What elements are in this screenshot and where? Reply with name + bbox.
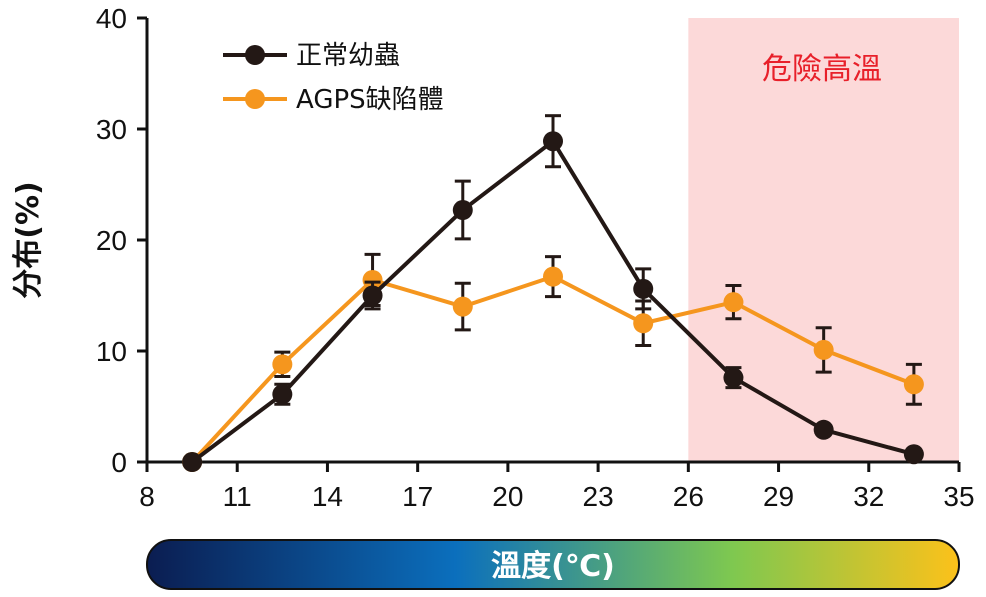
x-tick-label: 17 <box>402 481 433 512</box>
data-point <box>452 296 473 317</box>
y-axis-title: 分布(%) <box>11 181 46 298</box>
x-tick-label: 8 <box>139 481 155 512</box>
series <box>182 114 924 472</box>
data-point <box>903 374 924 395</box>
x-tick-label: 26 <box>673 481 704 512</box>
y-tick-label: 30 <box>96 114 127 145</box>
legend: 正常幼蟲 AGPS缺陷體 <box>223 41 444 115</box>
data-point <box>903 444 924 465</box>
x-tick-label: 20 <box>492 481 523 512</box>
data-point <box>272 354 293 375</box>
x-tick-label: 14 <box>312 481 343 512</box>
x-tick-label: 29 <box>763 481 794 512</box>
data-point <box>723 292 744 313</box>
data-point <box>362 285 383 306</box>
series-0 <box>182 114 924 472</box>
x-tick-label: 11 <box>223 481 252 512</box>
data-point <box>633 313 654 334</box>
legend-label: AGPS缺陷體 <box>296 85 444 115</box>
y-tick-label: 10 <box>96 336 127 367</box>
axes: 0 10 20 30 40 8 11 14 17 20 23 26 29 32 35 <box>96 3 975 512</box>
y-tick-label: 40 <box>96 3 127 34</box>
y-tick-label: 20 <box>96 225 127 256</box>
data-point <box>543 266 563 287</box>
y-tick-label: 0 <box>111 447 127 478</box>
data-point <box>813 419 834 440</box>
data-point <box>543 131 563 152</box>
x-tick-label: 35 <box>943 481 974 512</box>
x-tick-label: 23 <box>583 481 614 512</box>
data-point <box>272 384 293 405</box>
series-1 <box>182 252 924 472</box>
x-tick-label: 32 <box>853 481 884 512</box>
data-point <box>813 339 834 360</box>
legend-swatch-marker <box>245 45 265 65</box>
data-point <box>182 452 203 472</box>
temperature-colorbar <box>146 539 960 590</box>
x-axis-title: 溫度(℃) <box>491 549 615 584</box>
data-point <box>633 278 654 299</box>
data-point <box>723 367 744 388</box>
data-point <box>452 200 473 221</box>
legend-label: 正常幼蟲 <box>296 41 400 71</box>
legend-swatch-marker <box>245 89 265 109</box>
data-point <box>362 269 383 290</box>
danger-region-label: 危險高溫 <box>762 52 882 87</box>
